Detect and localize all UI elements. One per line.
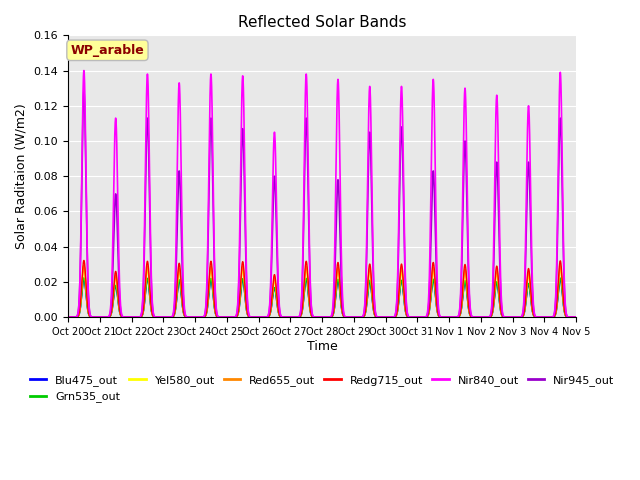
Legend: Blu475_out, Grn535_out, Yel580_out, Red655_out, Redg715_out, Nir840_out, Nir945_: Blu475_out, Grn535_out, Yel580_out, Red6…: [25, 371, 619, 407]
Yel580_out: [486, 314, 494, 320]
X-axis label: Time: Time: [307, 340, 337, 353]
Nir840_out: [368, 184, 376, 190]
Grn535_out: [572, 314, 580, 320]
Red655_out: [461, 266, 469, 272]
Redg715_out: [499, 314, 507, 320]
Blu475_out: [368, 294, 376, 300]
Nir840_out: [499, 313, 507, 319]
Nir840_out: [572, 314, 580, 320]
Line: Nir840_out: Nir840_out: [68, 71, 576, 317]
Line: Grn535_out: Grn535_out: [68, 278, 576, 317]
Nir840_out: [80, 68, 88, 73]
Redg715_out: [486, 314, 494, 320]
Grn535_out: [341, 314, 349, 320]
Redg715_out: [572, 314, 580, 320]
Yel580_out: [461, 270, 469, 276]
Nir945_out: [486, 313, 494, 319]
Yel580_out: [341, 314, 349, 320]
Nir945_out: [341, 313, 349, 319]
Redg715_out: [461, 262, 469, 268]
Grn535_out: [499, 314, 507, 320]
Line: Nir945_out: Nir945_out: [68, 92, 576, 317]
Nir840_out: [486, 313, 494, 319]
Nir945_out: [80, 89, 88, 95]
Redg715_out: [341, 314, 349, 320]
Grn535_out: [368, 293, 376, 299]
Blu475_out: [499, 314, 507, 320]
Redg715_out: [255, 314, 262, 320]
Red655_out: [572, 314, 580, 320]
Yel580_out: [80, 266, 88, 272]
Nir945_out: [368, 210, 376, 216]
Red655_out: [255, 314, 262, 320]
Blu475_out: [486, 314, 494, 320]
Yel580_out: [499, 314, 507, 320]
Nir840_out: [341, 313, 349, 319]
Y-axis label: Solar Raditaion (W/m2): Solar Raditaion (W/m2): [15, 103, 28, 249]
Grn535_out: [461, 278, 469, 284]
Title: Reflected Solar Bands: Reflected Solar Bands: [238, 15, 406, 30]
Blu475_out: [341, 314, 349, 320]
Red655_out: [486, 314, 494, 320]
Blu475_out: [255, 314, 262, 320]
Blu475_out: [170, 313, 177, 319]
Yel580_out: [572, 314, 580, 320]
Grn535_out: [486, 314, 494, 320]
Nir945_out: [499, 313, 507, 319]
Nir840_out: [461, 86, 469, 92]
Grn535_out: [170, 313, 177, 319]
Yel580_out: [170, 313, 177, 319]
Red655_out: [368, 287, 376, 293]
Blu475_out: [80, 276, 88, 282]
Yel580_out: [64, 314, 72, 320]
Nir945_out: [461, 139, 469, 145]
Red655_out: [64, 314, 72, 320]
Line: Red655_out: Red655_out: [68, 265, 576, 317]
Blu475_out: [461, 279, 469, 285]
Red655_out: [341, 314, 349, 320]
Nir945_out: [572, 314, 580, 320]
Nir945_out: [64, 314, 72, 320]
Blu475_out: [572, 314, 580, 320]
Red655_out: [170, 313, 177, 319]
Yel580_out: [368, 289, 376, 295]
Nir840_out: [170, 309, 177, 315]
Redg715_out: [80, 258, 88, 264]
Line: Yel580_out: Yel580_out: [68, 269, 576, 317]
Line: Blu475_out: Blu475_out: [68, 279, 576, 317]
Nir945_out: [96, 314, 104, 320]
Yel580_out: [255, 314, 262, 320]
Line: Redg715_out: Redg715_out: [68, 261, 576, 317]
Grn535_out: [64, 314, 72, 320]
Nir945_out: [170, 311, 177, 316]
Nir840_out: [255, 314, 262, 320]
Red655_out: [80, 263, 88, 268]
Text: WP_arable: WP_arable: [70, 44, 144, 57]
Red655_out: [499, 314, 507, 320]
Nir840_out: [64, 314, 72, 320]
Redg715_out: [170, 313, 177, 319]
Redg715_out: [64, 314, 72, 320]
Grn535_out: [80, 275, 88, 281]
Grn535_out: [255, 314, 262, 320]
Blu475_out: [64, 314, 72, 320]
Redg715_out: [368, 284, 376, 290]
